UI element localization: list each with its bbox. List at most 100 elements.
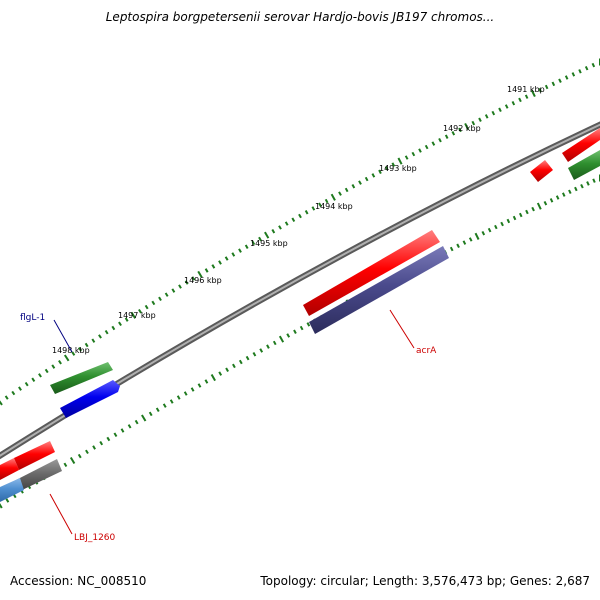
outer-tick: [118, 321, 122, 327]
ruler-label-1495: 1495 kbp: [250, 239, 288, 248]
chromosome-backbone: [0, 121, 600, 460]
ruler-label-1493: 1493 kbp: [379, 164, 417, 173]
outer-tick: [564, 75, 569, 80]
gene-acrA-lower[interactable]: [309, 246, 449, 334]
outer-tick: [278, 225, 282, 230]
outer-tick: [444, 134, 449, 139]
outer-tick: [478, 117, 482, 122]
outer-tick: [71, 351, 76, 356]
gene-flgL-1[interactable]: [50, 362, 113, 394]
outer-tick: [344, 187, 349, 193]
outer-tick: [424, 144, 429, 150]
inner-tick: [176, 395, 181, 400]
inner-tick: [456, 243, 460, 249]
inner-tick: [306, 322, 311, 327]
outer-tick: [204, 268, 209, 273]
outer-tick: [18, 386, 22, 391]
outer-tick: [311, 206, 316, 211]
inner-tick: [449, 246, 454, 252]
outer-tick: [63, 354, 70, 362]
outer-tick: [358, 180, 362, 185]
gene-LBJ_1260[interactable]: [14, 459, 62, 491]
inner-tick: [506, 218, 511, 224]
outer-tick: [191, 276, 196, 281]
outer-tick: [98, 334, 102, 339]
outer-tick: [397, 157, 403, 165]
gene-green-right[interactable]: [568, 150, 600, 180]
outer-tick: [464, 122, 470, 131]
outer-tick: [558, 78, 562, 83]
inner-tick: [238, 359, 243, 365]
outer-tick: [511, 100, 516, 106]
gene-red-left-2[interactable]: [14, 441, 55, 470]
gene-red-top-right[interactable]: [562, 128, 600, 162]
inner-tick: [232, 363, 236, 369]
outer-tick: [411, 151, 416, 157]
inner-tick: [113, 432, 118, 438]
inner-tick: [481, 230, 486, 236]
inner-tick: [69, 456, 76, 465]
outer-tick: [84, 342, 89, 348]
inner-tick: [5, 498, 10, 503]
inner-tick: [155, 407, 160, 413]
outer-tick: [238, 248, 242, 253]
outer-tick: [38, 373, 42, 378]
outer-tick: [271, 229, 276, 234]
outer-tick: [351, 184, 356, 189]
gene-acrA-upper[interactable]: [303, 230, 440, 316]
outer-tick: [138, 308, 142, 314]
outer-tick: [364, 176, 369, 182]
outer-tick: [551, 81, 556, 87]
gene-blue[interactable]: [60, 380, 120, 418]
outer-tick: [184, 280, 189, 285]
inner-tick: [218, 371, 223, 376]
map-title: Leptospira borgpetersenii serovar Hardjo…: [105, 10, 495, 24]
inner-tick: [580, 183, 584, 189]
outer-tick: [371, 173, 376, 178]
outer-tick: [104, 329, 109, 335]
gene-red-left-1[interactable]: [0, 458, 19, 480]
outer-tick: [11, 390, 16, 396]
gene-lightblue-left[interactable]: [0, 478, 24, 502]
outer-tick: [378, 169, 382, 175]
inner-tick: [85, 449, 89, 455]
inner-tick: [299, 325, 304, 331]
inner-tick: [148, 411, 153, 417]
outer-tick: [498, 107, 502, 113]
inner-tick: [162, 403, 167, 408]
inner-tick: [549, 198, 554, 203]
outer-tick: [264, 231, 270, 239]
outer-tick: [530, 89, 536, 98]
outer-tick: [44, 368, 49, 374]
inner-tick: [574, 186, 578, 192]
outer-tick: [544, 84, 549, 90]
inner-tick: [210, 374, 216, 382]
inner-tick: [512, 215, 517, 221]
gene-red-small-right[interactable]: [530, 160, 553, 182]
outer-tick: [0, 400, 3, 406]
gene-label-acrA: acrA: [416, 346, 437, 356]
inner-tick: [190, 387, 195, 392]
inner-tick: [568, 189, 572, 195]
outer-tick: [244, 244, 249, 249]
outer-tick: [504, 104, 509, 109]
outer-tick: [158, 296, 162, 302]
outer-tick: [211, 264, 216, 269]
accession-text: Accession: NC_008510: [10, 574, 147, 588]
inner-tick: [197, 383, 202, 388]
outer-tick: [391, 162, 396, 167]
inner-tick: [99, 440, 104, 446]
outer-tick: [484, 114, 489, 119]
outer-tick: [31, 377, 36, 382]
outer-tick: [318, 202, 322, 207]
inner-tick: [266, 344, 270, 349]
outer-tick: [58, 360, 62, 365]
outer-tick: [418, 148, 422, 153]
outer-tick: [144, 304, 149, 310]
inner-tick: [272, 340, 277, 346]
outer-tick: [451, 131, 456, 136]
ruler-label-1491: 1491 kbp: [507, 85, 545, 94]
inner-tick: [63, 462, 68, 468]
outer-tick: [251, 240, 256, 246]
outer-tick: [298, 213, 302, 219]
